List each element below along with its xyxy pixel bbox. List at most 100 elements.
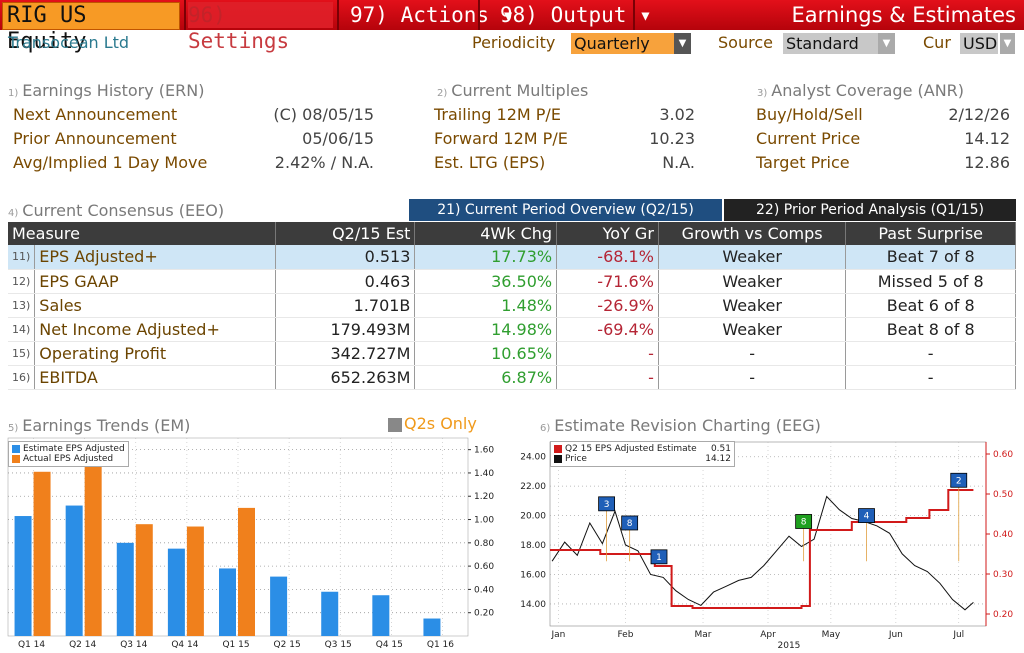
revision-marker xyxy=(795,514,813,529)
section-number: 4) xyxy=(8,208,19,219)
legend-swatch xyxy=(554,444,562,453)
y-tick-label: 0.40 xyxy=(474,585,494,595)
measure-cell: EPS GAAP xyxy=(34,269,276,294)
q2s-only-toggle[interactable]: Q2s Only xyxy=(404,414,477,433)
row-index: 11) xyxy=(8,245,36,270)
column-header[interactable]: YoY Gr xyxy=(556,222,659,245)
right-tick-label: 0.50 xyxy=(993,490,1013,500)
legend-item: Estimate EPS Adjusted xyxy=(12,444,125,454)
legend-item: Actual EPS Adjusted xyxy=(12,454,125,464)
change-cell: 1.48% xyxy=(414,293,558,318)
table-row[interactable]: 15) Operating Profit 342.727M 10.65% - - - xyxy=(8,341,1016,366)
legend-label: Actual EPS Adjusted xyxy=(23,454,114,464)
table-row[interactable]: 16) EBITDA 652.263M 6.87% - - - xyxy=(8,365,1016,390)
left-tick-label: 18.00 xyxy=(520,541,546,551)
row-index: 12) xyxy=(8,269,36,294)
column-header[interactable]: Measure xyxy=(8,222,276,245)
left-tick-label: 14.00 xyxy=(520,600,546,610)
x-tick-label: May xyxy=(822,630,841,640)
column-header[interactable]: 4Wk Chg xyxy=(414,222,558,245)
revision-marker xyxy=(950,472,968,488)
change-cell: 14.98% xyxy=(414,317,558,342)
revision-marker-label: 8 xyxy=(627,519,633,529)
consensus-header[interactable]: 4) Current Consensus (EEO) xyxy=(8,201,224,220)
column-header[interactable]: Growth vs Comps xyxy=(658,222,847,245)
right-tick-label: 0.30 xyxy=(993,570,1013,580)
trailing-pe-value: 3.02 xyxy=(659,105,695,124)
ticker-field[interactable]: RIG US Equity xyxy=(2,2,180,54)
earnings-history-header[interactable]: 1) Earnings History (ERN) xyxy=(8,81,204,100)
chevron-down-icon[interactable]: ▼ xyxy=(674,33,691,54)
bar-actual xyxy=(84,465,102,636)
growth-cell: Weaker xyxy=(658,317,847,342)
table-row[interactable]: 11) EPS Adjusted+ 0.513 17.73% -68.1% Weaker B… xyxy=(8,245,1016,270)
prior-announcement-value: 05/06/15 xyxy=(302,129,374,148)
checkbox-icon[interactable] xyxy=(388,418,402,432)
output-menu[interactable]: 98) Output ▾ xyxy=(500,3,652,27)
legend-label: Price xyxy=(565,454,587,464)
left-tick-label: 16.00 xyxy=(520,570,546,580)
yoy-cell: - xyxy=(556,365,659,390)
section-number: 5) xyxy=(8,423,19,434)
table-row[interactable]: 13) Sales 1.701B 1.48% -26.9% Weaker Beat 6 of… xyxy=(8,293,1016,318)
column-header[interactable]: Q2/15 Est xyxy=(275,222,416,245)
change-cell: 10.65% xyxy=(414,341,558,366)
table-row[interactable]: 14) Net Income Adjusted+ 179.493M 14.98% -69… xyxy=(8,317,1016,342)
x-tick-label: Mar xyxy=(695,630,712,640)
earnings-trends-header[interactable]: 5) Earnings Trends (EM) xyxy=(8,416,190,435)
chevron-down-icon[interactable]: ▼ xyxy=(1000,33,1015,54)
legend-item: Q2 15 EPS Adjusted Estimate 0.51 xyxy=(554,444,731,454)
bar-actual xyxy=(135,524,153,636)
analyst-coverage-header[interactable]: 3) Analyst Coverage (ANR) xyxy=(757,81,964,100)
x-tick-label: Q2 14 xyxy=(69,640,96,650)
ltg-value: N.A. xyxy=(662,153,695,172)
estimate-revision-header[interactable]: 6) Estimate Revision Charting (EEG) xyxy=(540,416,821,435)
menu-separator xyxy=(478,0,480,30)
settings-menu[interactable]: 96) Settings xyxy=(188,2,333,53)
estimate-cell: 179.493M xyxy=(275,317,416,342)
y-tick-label: 0.80 xyxy=(474,539,494,549)
source-select[interactable]: Standard xyxy=(783,33,878,54)
revision-marker xyxy=(598,496,615,512)
chevron-down-icon[interactable]: ▼ xyxy=(878,33,895,54)
bar-estimate xyxy=(372,595,390,636)
section-number: 6) xyxy=(540,423,551,434)
bar-estimate xyxy=(321,591,339,636)
surprise-cell: Beat 8 of 8 xyxy=(845,317,1016,342)
table-header-row: Measure Q2/15 Est 4Wk Chg YoY Gr Growth … xyxy=(8,222,1016,245)
bar-estimate xyxy=(65,505,83,636)
row-index: 15) xyxy=(8,341,36,366)
measure-cell: EBITDA xyxy=(34,365,276,390)
left-tick-label: 20.00 xyxy=(520,512,546,522)
measure-cell: Operating Profit xyxy=(34,341,276,366)
company-name: Transocean Ltd xyxy=(8,33,130,52)
actions-menu[interactable]: 97) Actions ▾ xyxy=(350,3,515,27)
table-row[interactable]: 12) EPS GAAP 0.463 36.50% -71.6% Weaker Missed… xyxy=(8,269,1016,294)
page-title: Earnings & Estimates xyxy=(791,3,1016,27)
surprise-cell: Beat 6 of 8 xyxy=(845,293,1016,318)
tab-current-period[interactable]: 21) Current Period Overview (Q2/15) xyxy=(409,199,722,221)
next-announcement-value: (C) 08/05/15 xyxy=(273,105,374,124)
growth-cell: - xyxy=(658,341,847,366)
estimate-cell: 342.727M xyxy=(275,341,416,366)
growth-cell: Weaker xyxy=(658,269,847,294)
currency-select[interactable]: USD xyxy=(960,33,998,54)
x-tick-label: Jul xyxy=(952,630,964,640)
section-title: Current Consensus (EEO) xyxy=(22,201,225,220)
column-header[interactable]: Past Surprise xyxy=(845,222,1016,245)
section-number: 2) xyxy=(437,88,448,99)
tab-prior-period[interactable]: 22) Prior Period Analysis (Q1/15) xyxy=(724,199,1016,221)
estimate-cell: 1.701B xyxy=(275,293,416,318)
legend-value: 0.51 xyxy=(710,444,731,454)
x-tick-label: Q3 15 xyxy=(325,640,352,650)
left-tick-label: 22.00 xyxy=(520,482,546,492)
y-tick-label: 0.20 xyxy=(474,609,494,619)
current-price-label: Current Price xyxy=(756,129,861,148)
section-title: Current Multiples xyxy=(451,81,589,100)
target-price-value: 12.86 xyxy=(964,153,1010,172)
revision-marker-label: 2 xyxy=(956,476,962,486)
estimate-revision-chart: 24.00 22.00 20.00 18.00 16.00 14.00 0.60 0.50 0.… xyxy=(520,441,1013,651)
periodicity-select[interactable]: Quarterly xyxy=(571,33,674,54)
bar-estimate xyxy=(14,516,32,636)
forward-pe-label: Forward 12M P/E xyxy=(434,129,568,148)
